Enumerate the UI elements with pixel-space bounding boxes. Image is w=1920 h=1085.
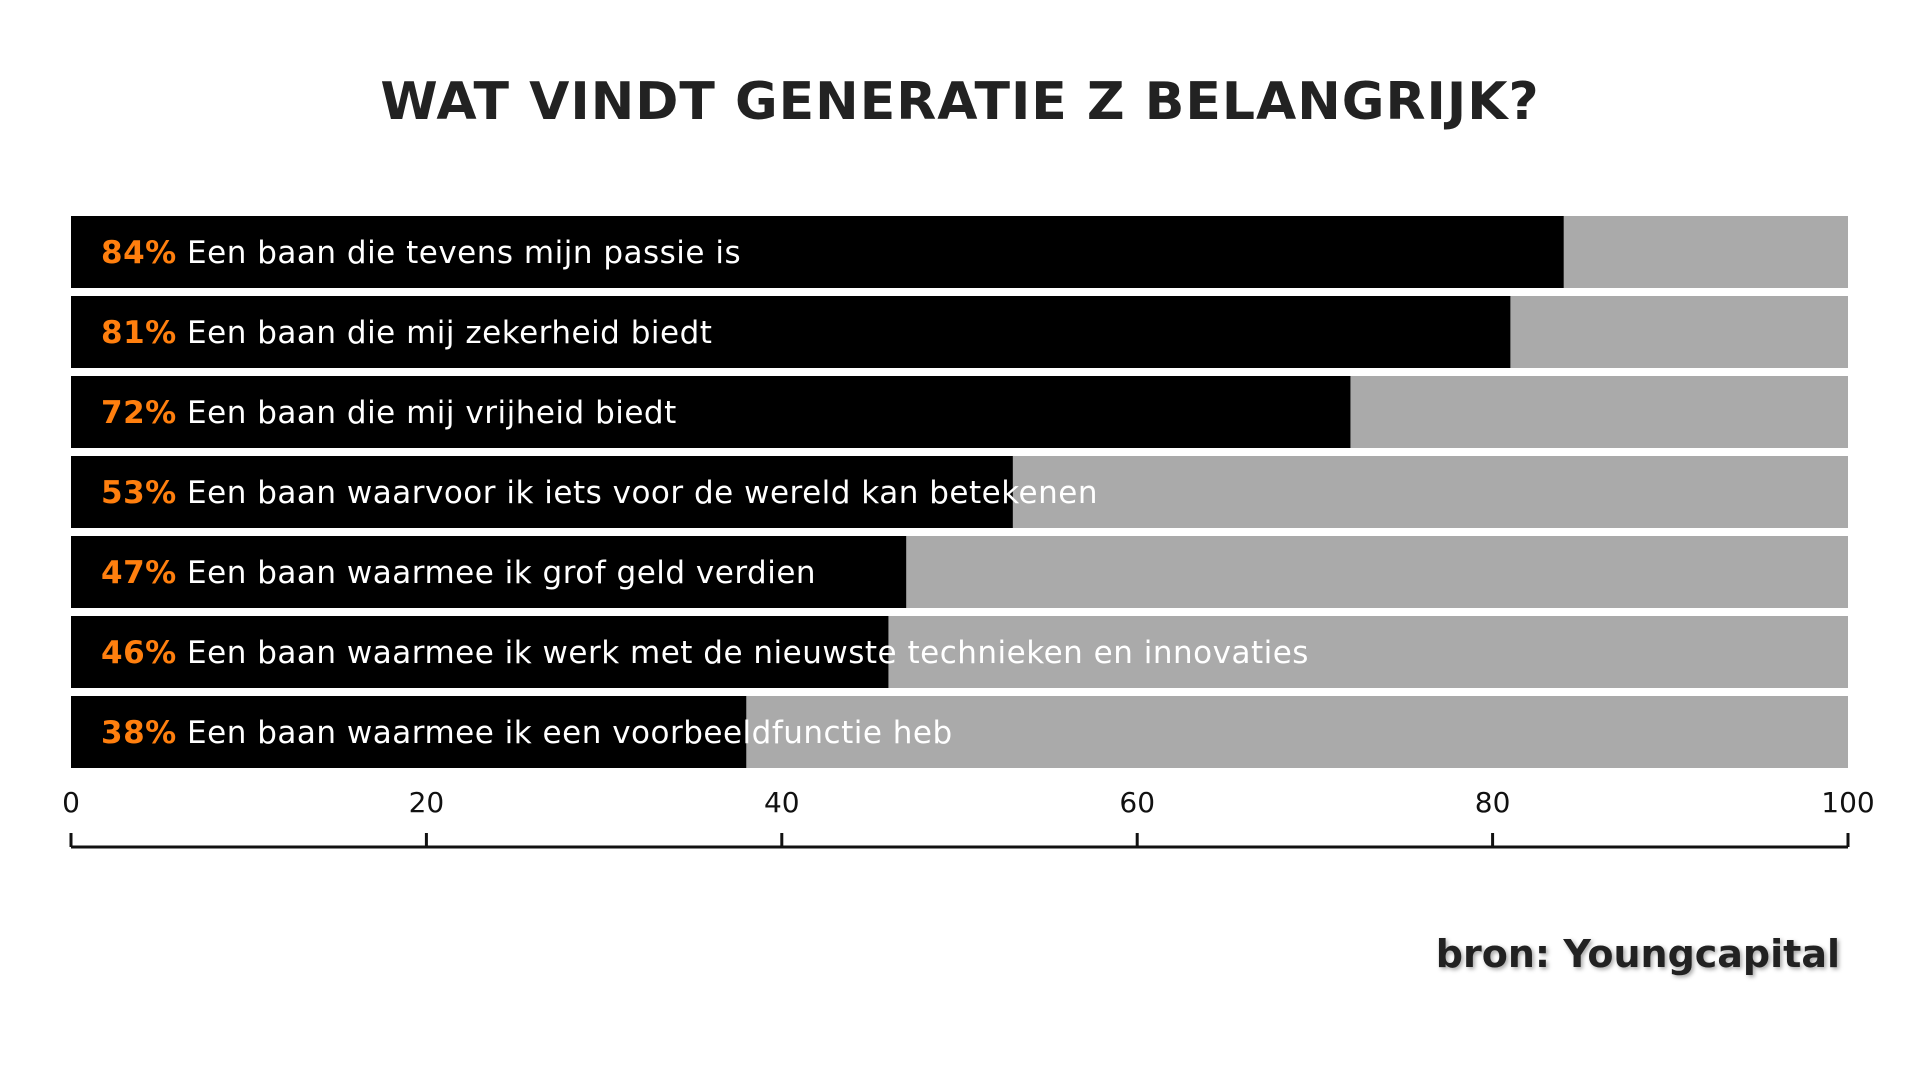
chart-title: WAT VINDT GENERATIE Z BELANGRIJK?: [380, 72, 1540, 132]
bar-value-label: 72%: [101, 395, 177, 431]
bar-category-label: Een baan waarmee ik grof geld verdien: [177, 555, 816, 591]
bar: [71, 296, 1511, 368]
bar-label: 47% Een baan waarmee ik grof geld verdie…: [101, 555, 816, 591]
bar-value-label: 47%: [101, 555, 177, 591]
bar-category-label: Een baan die mij vrijheid biedt: [177, 395, 677, 431]
bar: [71, 616, 889, 688]
bar-label: 46% Een baan waarmee ik werk met de nieu…: [101, 635, 1309, 671]
bar-category-label: Een baan die tevens mijn passie is: [177, 235, 741, 271]
bar-value-label: 38%: [101, 715, 177, 751]
bar-category-label: Een baan die mij zekerheid biedt: [177, 315, 713, 351]
bar-label: 72% Een baan die mij vrijheid biedt: [101, 395, 677, 431]
bar: [71, 376, 1351, 448]
bar-label: 53% Een baan waarvoor ik iets voor de we…: [101, 475, 1098, 511]
x-tick-label: 60: [1119, 786, 1155, 819]
source-note: bron: Youngcapital: [1435, 932, 1840, 976]
x-tick-label: 80: [1475, 786, 1511, 819]
bar-value-label: 53%: [101, 475, 177, 511]
x-tick-label: 20: [409, 786, 445, 819]
x-tick-label: 0: [62, 786, 80, 819]
bar: [71, 536, 907, 608]
bar-label: 84% Een baan die tevens mijn passie is: [101, 235, 741, 271]
bar-value-label: 46%: [101, 635, 177, 671]
bar-label: 38% Een baan waarmee ik een voorbeeldfun…: [101, 715, 953, 751]
bar: [71, 216, 1564, 288]
bar: [71, 696, 747, 768]
x-tick-label: 100: [1821, 786, 1874, 819]
bar: [71, 456, 1013, 528]
bar-category-label: Een baan waarmee ik werk met de nieuwste…: [177, 635, 1309, 671]
x-tick-label: 40: [764, 786, 800, 819]
bar-label: 81% Een baan die mij zekerheid biedt: [101, 315, 712, 351]
bar-category-label: Een baan waarmee ik een voorbeeldfunctie…: [177, 715, 953, 751]
bar-value-label: 84%: [101, 235, 177, 271]
bar-category-label: Een baan waarvoor ik iets voor de wereld…: [177, 475, 1098, 511]
bar-value-label: 81%: [101, 315, 177, 351]
